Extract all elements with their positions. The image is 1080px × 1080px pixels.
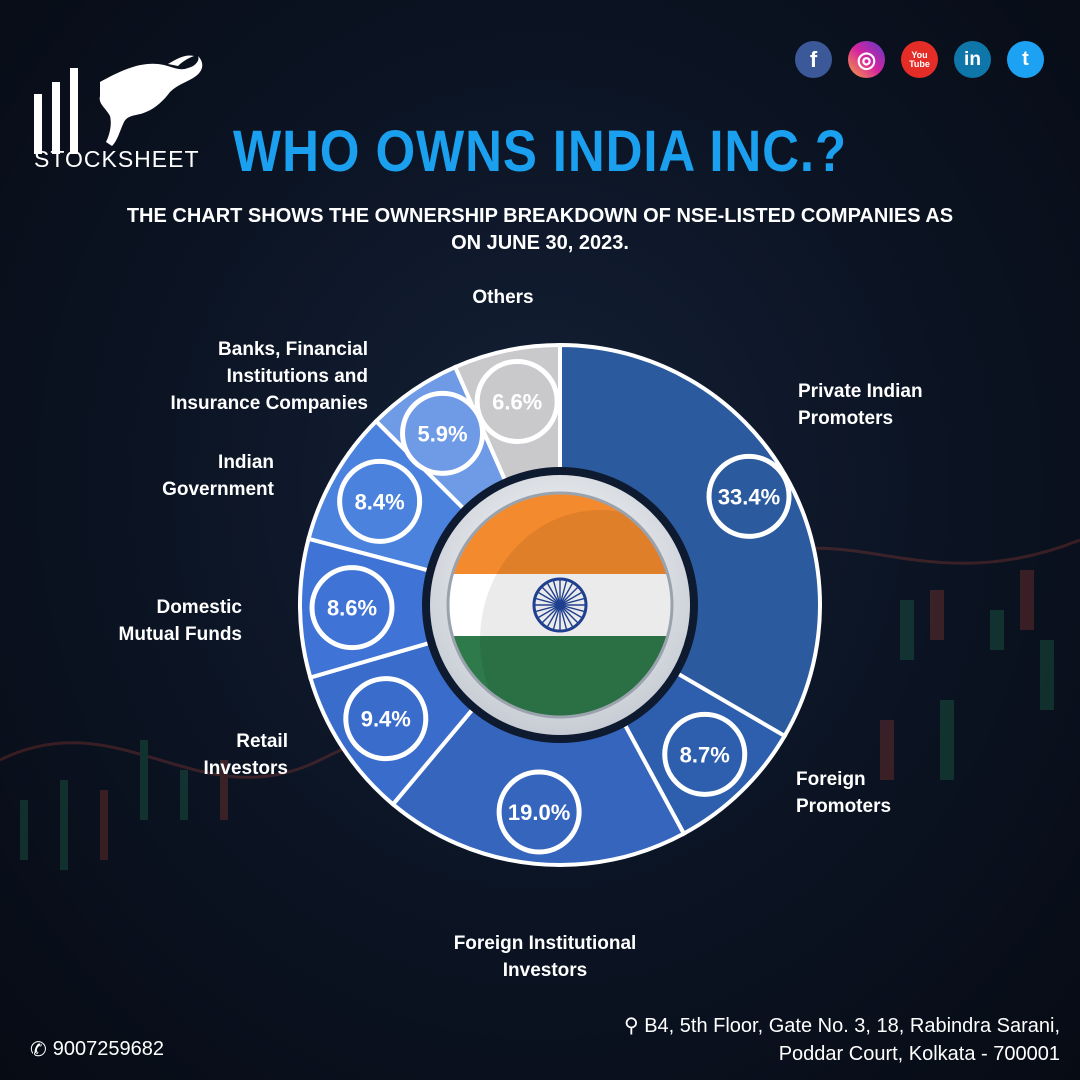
chakra-spoke <box>537 591 561 606</box>
value-label-4: 8.6% <box>327 596 377 621</box>
label-private-indian-promoters: Private Indian Promoters <box>798 381 923 429</box>
chart-value-badges: 33.4% 8.7% 19.0% 9.4% 8.6% 8.4% 5.9% 6.6% <box>309 358 792 855</box>
chakra-spoke <box>559 580 568 606</box>
value-label-0: 33.4% <box>718 484 780 509</box>
value-label-3: 9.4% <box>361 707 411 732</box>
value-badge-7 <box>474 358 560 444</box>
address-text: B4, 5th Floor, Gate No. 3, 18, Rabindra … <box>644 1015 1060 1065</box>
instagram-icon[interactable]: ◎ <box>848 41 885 78</box>
value-label-2: 19.0% <box>508 800 570 825</box>
chakra-spoke <box>559 582 574 606</box>
chakra-spoke <box>559 604 574 628</box>
india-flag-center <box>422 467 698 743</box>
label-foreign-promoters: Foreign Promoters <box>796 769 892 817</box>
phone-icon: ✆ <box>30 1039 47 1061</box>
value-label-5: 8.4% <box>355 489 405 514</box>
chakra-spoke <box>559 586 579 606</box>
twitter-icon[interactable]: t <box>1007 41 1044 78</box>
label-banks-financial-institutions: Banks, Financial Institutions and Insura… <box>170 339 368 414</box>
chakra-spoke <box>546 604 561 628</box>
page-title: WHO OWNS INDIA INC.? <box>233 119 847 184</box>
footer-phone[interactable]: ✆ 9007259682 <box>30 1037 164 1062</box>
chakra-spoke <box>559 604 585 613</box>
chakra-spoke <box>546 582 561 606</box>
value-badge-6 <box>400 390 486 476</box>
social-links: f ◎ You Tube in t <box>795 41 1044 78</box>
linkedin-icon[interactable]: in <box>954 41 991 78</box>
footer-address: ⚲ B4, 5th Floor, Gate No. 3, 18, Rabindr… <box>520 1012 1060 1068</box>
value-badge-5 <box>337 458 423 544</box>
chakra-spoke <box>559 597 585 606</box>
chakra-spoke <box>541 586 561 606</box>
chakra-spoke <box>552 604 561 630</box>
phone-number: 9007259682 <box>52 1038 164 1060</box>
facebook-icon[interactable]: f <box>795 41 832 78</box>
chakra-spoke <box>535 604 561 613</box>
value-badge-1 <box>662 711 748 797</box>
page-subtitle: THE CHART SHOWS THE OWNERSHIP BREAKDOWN … <box>126 205 954 254</box>
brand-name: STOCKSHEET <box>34 146 200 172</box>
label-others: Others <box>472 287 534 308</box>
chakra-spoke <box>537 604 561 619</box>
label-indian-government: Indian Government <box>162 452 274 500</box>
value-badge-4 <box>309 565 395 651</box>
chakra-spoke <box>559 591 583 606</box>
chakra-spoke <box>552 580 561 606</box>
value-label-7: 6.6% <box>492 389 542 414</box>
chakra-spoke <box>541 604 561 624</box>
ashoka-chakra-icon <box>532 577 588 633</box>
label-domestic-mutual-funds: Domestic Mutual Funds <box>118 597 242 645</box>
value-label-1: 8.7% <box>680 742 730 767</box>
value-badge-2 <box>496 769 582 855</box>
value-label-6: 5.9% <box>417 421 467 446</box>
chakra-spoke <box>559 604 568 630</box>
label-foreign-institutional-investors: Foreign Institutional Investors <box>453 933 637 981</box>
chakra-spoke <box>559 604 583 619</box>
chakra-spoke <box>559 604 579 624</box>
stocksheet-logo <box>34 55 203 154</box>
value-badge-0 <box>706 453 792 539</box>
youtube-icon[interactable]: You Tube <box>901 41 938 78</box>
chakra-spoke <box>535 597 561 606</box>
location-pin-icon: ⚲ <box>623 1015 639 1037</box>
label-retail-investors: Retail Investors <box>203 731 288 779</box>
value-badge-3 <box>343 676 429 762</box>
